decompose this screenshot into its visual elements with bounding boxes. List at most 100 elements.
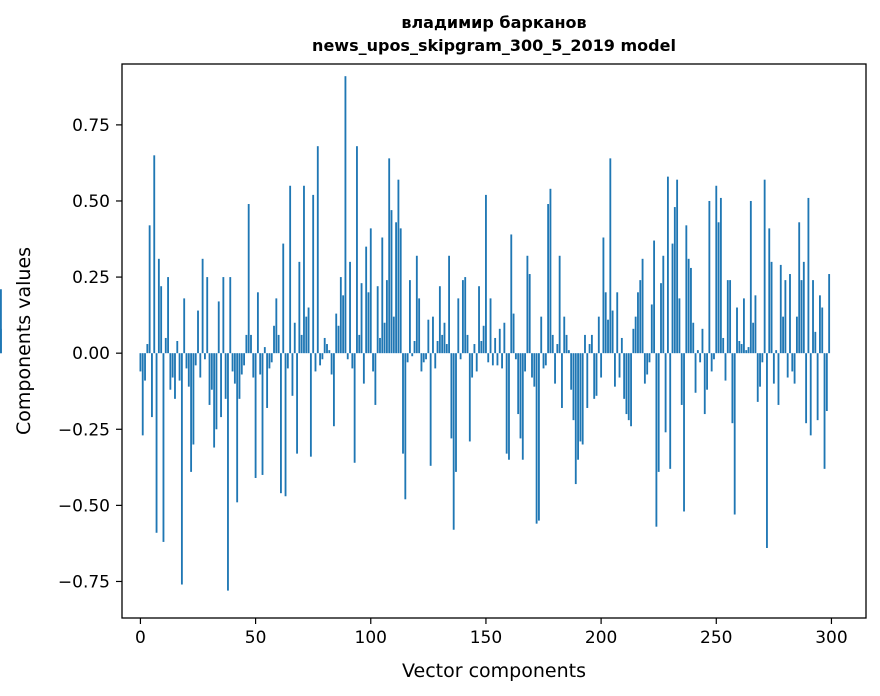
- bar-215: [634, 316, 637, 354]
- bar-88: [342, 295, 345, 354]
- bar-157: [501, 353, 503, 369]
- bar-129: [436, 341, 439, 354]
- y-tick-label: −0.50: [58, 496, 110, 516]
- bar-10: [162, 353, 165, 542]
- bar-173: [538, 353, 540, 521]
- bar-179: [551, 334, 554, 354]
- bar-93: [353, 353, 356, 463]
- bar-22: [190, 353, 193, 472]
- bar-24: [194, 353, 197, 366]
- bar-275: [772, 353, 775, 384]
- bar-222: [650, 304, 653, 354]
- x-tick-label: 50: [245, 628, 267, 648]
- bar-35: [220, 353, 222, 418]
- bar-197: [593, 353, 596, 399]
- chart-subtitle: news_upos_skipgram_300_5_2019 model: [312, 36, 676, 55]
- bar-146: [475, 353, 478, 372]
- bar-269: [759, 353, 761, 387]
- bar-45: [243, 353, 245, 366]
- bar-240: [692, 322, 695, 354]
- bar-211: [625, 353, 628, 415]
- bar-259: [736, 307, 738, 354]
- bar-142: [466, 334, 469, 354]
- bar-297: [823, 353, 826, 469]
- bar-205: [611, 310, 614, 354]
- bar-32: [213, 353, 216, 448]
- bar-252: [719, 197, 722, 354]
- bar-263: [745, 350, 748, 354]
- bar-1: [141, 353, 144, 436]
- bar-294: [816, 353, 819, 421]
- bar-187: [570, 353, 573, 390]
- bar-172: [535, 353, 538, 524]
- bar-95: [358, 334, 361, 354]
- bar-41: [233, 353, 236, 384]
- bar-128: [434, 353, 437, 369]
- bar-225: [657, 353, 660, 472]
- bar-195: [588, 344, 591, 354]
- bar-28: [204, 353, 206, 360]
- bar-226: [660, 283, 662, 354]
- bar-154: [494, 337, 497, 354]
- bar-268: [756, 353, 759, 402]
- x-tick-label: 300: [815, 628, 847, 648]
- bar-85: [335, 313, 338, 354]
- y-tick-label: 0.50: [72, 192, 110, 212]
- bar-49: [252, 353, 255, 378]
- bar-124: [425, 353, 427, 360]
- bar-219: [643, 353, 646, 384]
- bar-115: [404, 353, 407, 500]
- bar-42: [236, 353, 239, 503]
- bar-104: [379, 337, 381, 354]
- bar-62: [282, 243, 285, 354]
- bar-29: [206, 277, 209, 354]
- bar-61: [280, 353, 282, 494]
- bar-113: [399, 228, 402, 354]
- bar-140: [461, 280, 464, 354]
- bar-9: [160, 286, 163, 354]
- y-tick-label: 0.00: [72, 344, 110, 364]
- bar-40: [231, 353, 234, 372]
- bar-189: [574, 353, 577, 485]
- bar-109: [390, 210, 393, 354]
- bar-162: [512, 313, 515, 354]
- bar-59: [275, 298, 278, 354]
- bar-159: [505, 353, 508, 454]
- bar-105: [381, 237, 384, 354]
- bar-98: [365, 246, 368, 354]
- bar-71: [303, 185, 305, 354]
- bar-108: [388, 158, 391, 354]
- x-axis-label: Vector components: [402, 660, 586, 682]
- bar-21: [187, 353, 190, 387]
- bar-180: [554, 353, 556, 384]
- bar-266: [752, 322, 755, 354]
- chart-title: владимир барканов: [401, 13, 586, 32]
- bar-191: [579, 353, 582, 442]
- bar-148: [480, 341, 483, 354]
- bar-181: [556, 344, 559, 354]
- bar-229: [666, 176, 669, 354]
- bar-133: [445, 344, 448, 354]
- x-tick-label: 0: [135, 628, 146, 648]
- bar-209: [620, 337, 623, 354]
- bar-292: [812, 280, 814, 354]
- bar-107: [385, 280, 388, 354]
- bar-298: [825, 353, 828, 412]
- bar-261: [740, 344, 743, 354]
- bar-83: [330, 353, 333, 375]
- bar-57: [270, 353, 273, 363]
- bar-193: [584, 334, 586, 354]
- y-axis-label: Components values: [13, 247, 35, 435]
- bar-299: [828, 274, 831, 354]
- bar-273: [768, 228, 771, 354]
- bar-166: [521, 353, 524, 460]
- bar-60: [277, 334, 280, 354]
- bar-295: [819, 295, 821, 354]
- bar-37: [224, 353, 227, 399]
- bar-278: [779, 264, 782, 354]
- bar-114: [402, 353, 404, 454]
- bar-127: [432, 316, 434, 354]
- x-tick-label: 250: [700, 628, 732, 648]
- bar-224: [655, 353, 658, 527]
- bar-230: [669, 353, 672, 469]
